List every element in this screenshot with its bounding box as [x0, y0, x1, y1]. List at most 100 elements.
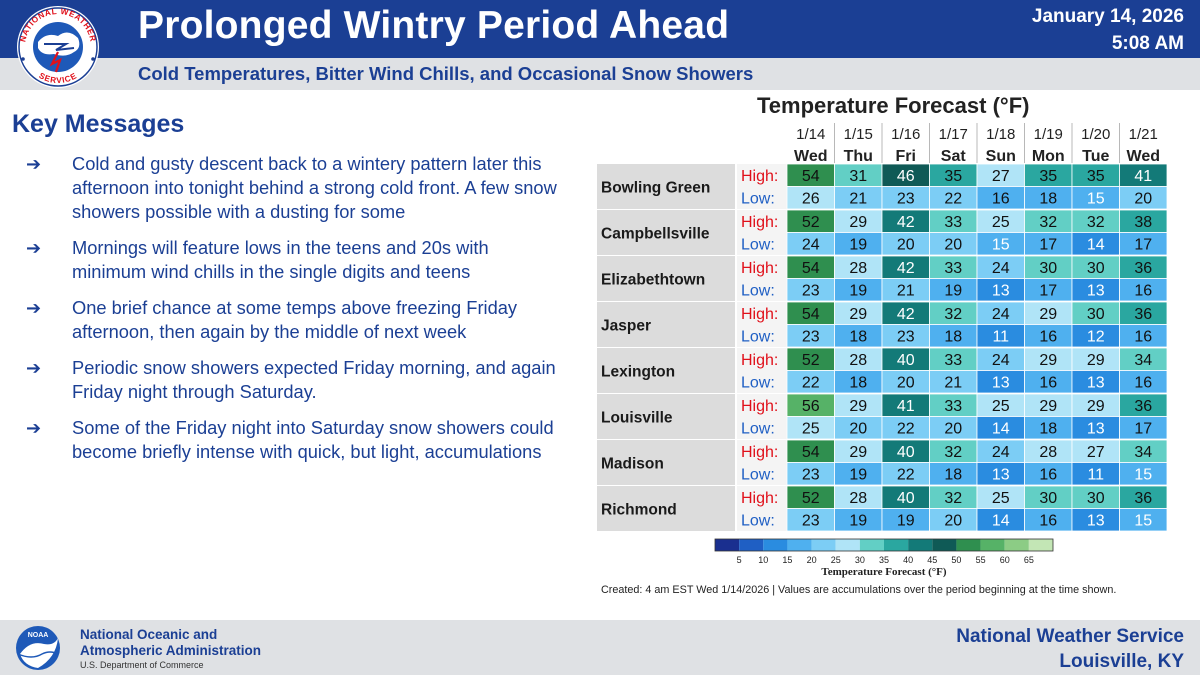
low-temp-cell	[1119, 370, 1168, 394]
scale-color-swatch	[956, 539, 981, 551]
high-row-label: High:	[741, 490, 778, 507]
city-name-cell	[597, 256, 735, 301]
low-temp-cell	[1119, 324, 1168, 348]
low-row-label: Low:	[741, 283, 775, 300]
high-temp-value: 32	[944, 490, 962, 507]
low-temp-value: 20	[944, 237, 962, 254]
low-temp-value: 25	[802, 421, 820, 438]
low-temp-value: 18	[849, 329, 867, 346]
scale-color-swatch	[1004, 539, 1029, 551]
high-temp-value: 32	[944, 444, 962, 461]
city-name: Lexington	[601, 364, 675, 381]
row-label-cell	[737, 164, 787, 209]
low-temp-cell	[1119, 232, 1168, 256]
high-temp-value: 28	[1039, 444, 1057, 461]
scale-color-swatch	[763, 539, 788, 551]
forecast-day-header: Sat	[941, 148, 967, 165]
low-temp-value: 23	[802, 329, 820, 346]
low-temp-value: 22	[897, 421, 915, 438]
scale-color-swatch	[932, 539, 957, 551]
forecast-date-header: 1/21	[1129, 126, 1158, 143]
high-temp-value: 24	[992, 306, 1010, 323]
row-label-cell	[737, 486, 787, 531]
low-temp-value: 13	[992, 283, 1010, 300]
forecast-title: Temperature Forecast (°F)	[757, 93, 1030, 118]
forecast-date-header: 1/16	[891, 126, 920, 143]
row-label-cell	[737, 210, 787, 255]
scale-tick-label: 60	[1000, 555, 1010, 565]
high-temp-value: 27	[1087, 444, 1105, 461]
footer	[0, 620, 1200, 675]
arrow-right-icon: ➔	[26, 154, 42, 174]
header-subtitle-band	[0, 58, 1200, 90]
low-temp-cell	[1119, 278, 1168, 302]
low-temp-value: 23	[802, 513, 820, 530]
high-temp-value: 29	[1087, 398, 1105, 415]
high-temp-value: 54	[802, 306, 820, 323]
high-temp-value: 40	[897, 444, 915, 461]
high-row-label: High:	[741, 398, 778, 415]
low-row-label: Low:	[741, 237, 775, 254]
scale-color-swatch	[884, 539, 909, 551]
high-temp-value: 42	[897, 260, 915, 277]
city-name-cell	[597, 210, 735, 255]
key-messages-title: Key Messages	[12, 110, 185, 138]
scale-color-swatch	[715, 539, 740, 551]
high-temp-value: 41	[897, 398, 915, 415]
low-temp-value: 15	[1134, 513, 1152, 530]
low-temp-value: 13	[1087, 375, 1105, 392]
row-label-cell	[737, 440, 787, 485]
low-temp-value: 18	[944, 467, 962, 484]
high-temp-value: 33	[944, 214, 962, 231]
scale-tick-label: 35	[879, 555, 889, 565]
high-temp-value: 36	[1134, 490, 1152, 507]
scale-tick-label: 25	[831, 555, 841, 565]
office-name: National Weather Service	[956, 626, 1184, 647]
high-temp-value: 32	[1087, 214, 1105, 231]
scale-color-swatch	[787, 539, 812, 551]
low-temp-value: 19	[849, 513, 867, 530]
high-temp-value: 29	[849, 398, 867, 415]
low-temp-value: 11	[992, 329, 1009, 346]
high-temp-value: 35	[944, 168, 962, 185]
high-temp-value: 29	[1087, 352, 1105, 369]
low-temp-value: 18	[1039, 191, 1057, 208]
scale-tick-label: 55	[976, 555, 986, 565]
issue-date: January 14, 2026	[1031, 6, 1184, 27]
low-row-label: Low:	[741, 375, 775, 392]
low-temp-value: 20	[944, 421, 962, 438]
high-temp-value: 36	[1134, 260, 1152, 277]
issue-time: 5:08 AM	[1111, 33, 1184, 54]
high-row-label: High:	[741, 168, 778, 185]
low-temp-value: 15	[992, 237, 1010, 254]
low-temp-value: 18	[1039, 421, 1057, 438]
low-temp-value: 22	[802, 375, 820, 392]
page-subtitle: Cold Temperatures, Bitter Wind Chills, a…	[138, 63, 754, 84]
low-temp-value: 16	[1134, 329, 1152, 346]
high-temp-value: 52	[802, 352, 820, 369]
office-location: Louisville, KY	[1059, 651, 1184, 672]
low-temp-value: 16	[1134, 283, 1152, 300]
row-label-cell	[737, 302, 787, 347]
low-temp-value: 17	[1134, 421, 1152, 438]
nws-logo-icon: NATIONAL WEATHER SERVICE	[17, 6, 99, 88]
high-temp-value: 30	[1087, 260, 1105, 277]
arrow-right-icon: ➔	[26, 418, 42, 438]
city-name-cell	[597, 348, 735, 393]
key-message-text: Periodic snow showers expected Friday mo…	[72, 357, 556, 402]
svg-text:SERVICE: SERVICE	[37, 71, 78, 85]
agency-name-line2: Atmospheric Administration	[80, 643, 262, 658]
arrow-right-icon: ➔	[26, 358, 42, 378]
forecast-date-header: 1/18	[986, 126, 1015, 143]
city-name: Campbellsville	[601, 226, 710, 243]
low-temp-value: 16	[1039, 329, 1057, 346]
city-name: Madison	[601, 456, 664, 473]
high-temp-value: 29	[1039, 398, 1057, 415]
scale-border	[714, 538, 1054, 552]
page-title: Prolonged Wintry Period Ahead	[138, 4, 730, 47]
high-temp-value: 30	[1087, 306, 1105, 323]
scale-tick-label: 15	[782, 555, 792, 565]
low-temp-value: 16	[992, 191, 1010, 208]
forecast-day-header: Wed	[794, 148, 827, 165]
scale-tick-label: 5	[737, 555, 742, 565]
